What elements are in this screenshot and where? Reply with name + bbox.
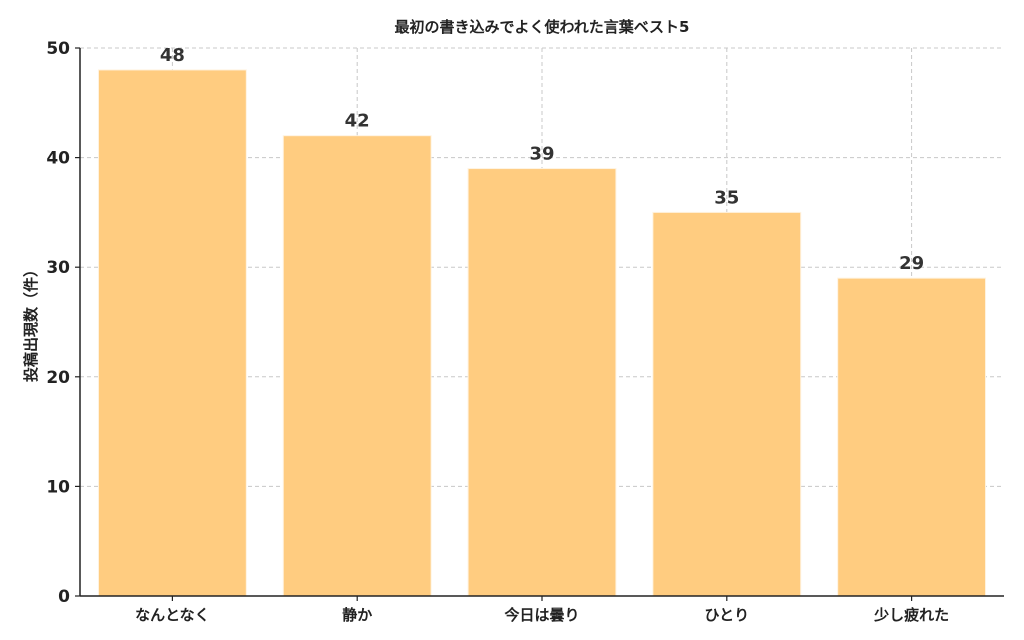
chart-title: 最初の書き込みでよく使われた言葉ベスト5 <box>395 18 690 36</box>
x-tick-label: なんとなく <box>135 606 210 624</box>
y-tick-label: 10 <box>46 477 70 497</box>
x-tick-label: ひとり <box>705 606 750 624</box>
y-tick-label: 30 <box>46 258 70 278</box>
y-tick-label: 50 <box>46 39 70 59</box>
data-label: 48 <box>160 45 185 66</box>
data-labels: 48 42 39 35 29 <box>160 45 924 274</box>
x-tick-label: 今日は曇り <box>503 606 579 624</box>
axes <box>75 47 1004 601</box>
data-label: 35 <box>714 187 739 208</box>
data-label: 39 <box>529 144 554 165</box>
y-tick-labels: 0 10 20 30 40 50 <box>46 39 70 607</box>
data-label: 42 <box>345 111 370 132</box>
x-tick-label: 静か <box>342 606 372 624</box>
y-tick-label: 40 <box>46 149 70 169</box>
bar <box>282 135 432 597</box>
y-axis-label: 投稿出現数（件） <box>22 262 40 382</box>
x-tick-label: 少し疲れた <box>873 606 949 624</box>
bar <box>837 277 987 597</box>
bar <box>97 69 247 597</box>
y-tick-label: 20 <box>46 368 70 388</box>
y-tick-label: 0 <box>58 587 70 607</box>
bar <box>652 211 802 597</box>
bar <box>467 168 617 597</box>
x-tick-labels: なんとなく 静か 今日は曇り ひとり 少し疲れた <box>135 606 949 624</box>
data-label: 29 <box>899 253 924 274</box>
